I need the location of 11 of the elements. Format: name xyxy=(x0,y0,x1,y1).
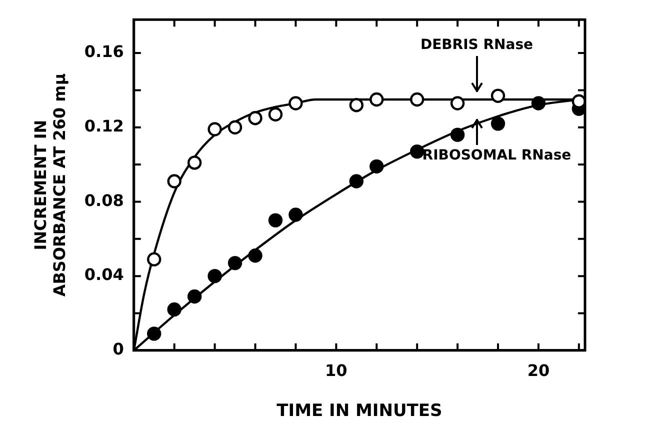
legend-label: RIBOSOMAL RNase xyxy=(422,147,572,164)
legend-label: DEBRIS RNase xyxy=(420,37,534,54)
x-tick-label: 10 xyxy=(325,361,348,380)
y-tick-label: 0 xyxy=(112,340,124,359)
x-tick-label: 20 xyxy=(527,361,550,380)
y-tick-label: 0.16 xyxy=(84,42,124,62)
y-axis-title: INCREMENT IN ABSORBANCE AT 260 mμ xyxy=(30,73,69,297)
x-axis-title: TIME IN MINUTES xyxy=(276,401,442,422)
y-tick-label: 0.04 xyxy=(84,265,124,284)
y-tick-label: 0.12 xyxy=(84,116,124,136)
y-tick-label: 0.08 xyxy=(84,190,124,210)
